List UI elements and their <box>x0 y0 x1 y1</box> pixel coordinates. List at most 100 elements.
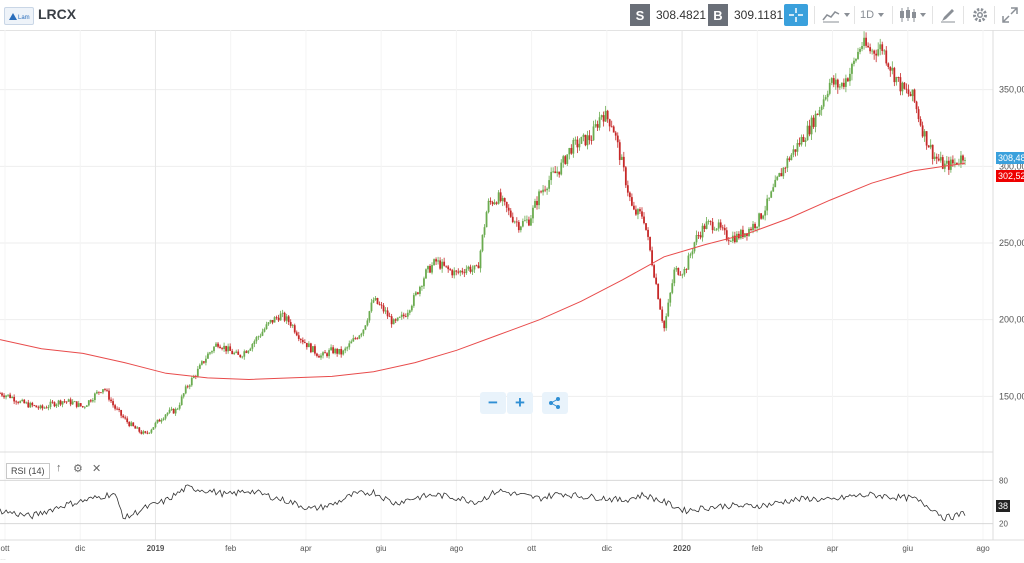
candle <box>211 350 213 355</box>
candle <box>604 105 607 122</box>
candle <box>556 166 559 177</box>
candle <box>396 317 399 322</box>
candle <box>838 83 841 90</box>
buy-price-box[interactable]: B 309.1181 <box>708 4 783 26</box>
x-tick-label: ago <box>450 544 464 553</box>
candle <box>616 132 619 148</box>
move-up-icon[interactable]: ↑ <box>56 462 62 474</box>
candle <box>877 42 880 57</box>
footer-info: … <box>0 556 6 562</box>
candle <box>542 185 544 196</box>
candle <box>540 190 542 194</box>
toolbar-separator <box>892 6 893 24</box>
toolbar-separator <box>814 6 815 24</box>
candle <box>960 151 962 169</box>
remove-indicator-icon[interactable]: ✕ <box>92 463 102 475</box>
expand-button[interactable] <box>1001 6 1019 24</box>
candle <box>17 401 20 405</box>
draw-tools-button[interactable] <box>939 6 957 24</box>
price-chart[interactable]: 350,00 300,00 250,00 200,00 150,00 80 20 ott d… <box>0 30 1024 556</box>
x-tick-label: dic <box>602 544 612 553</box>
candle <box>198 363 201 370</box>
candle <box>907 84 910 97</box>
sell-price-box[interactable]: S 308.4821 <box>630 4 706 26</box>
candle <box>29 401 32 408</box>
candle <box>661 306 664 323</box>
candle <box>847 77 849 82</box>
candle <box>412 292 415 308</box>
candle <box>146 430 149 435</box>
candle <box>445 265 448 268</box>
candle <box>842 78 845 90</box>
candle <box>15 400 18 405</box>
crosshair-button[interactable] <box>784 4 808 26</box>
candle <box>281 309 284 318</box>
candle <box>822 94 825 110</box>
candle <box>9 392 11 399</box>
candle <box>832 75 835 88</box>
candle <box>168 407 171 414</box>
candle <box>935 153 938 165</box>
candle <box>215 341 217 348</box>
candle <box>227 343 230 354</box>
zoom-in-button[interactable]: + <box>507 392 533 414</box>
candle <box>519 225 522 233</box>
candle <box>491 200 494 207</box>
candle <box>138 426 141 434</box>
candle <box>463 268 466 278</box>
candle <box>21 398 24 402</box>
candle <box>911 89 914 102</box>
candle <box>643 212 645 225</box>
candle <box>927 144 930 148</box>
candle <box>209 351 211 356</box>
area-chart-icon <box>822 11 850 23</box>
candle <box>150 428 153 434</box>
candle <box>283 311 286 323</box>
settings-button[interactable] <box>971 6 989 24</box>
candle <box>505 201 508 213</box>
candle <box>796 139 799 156</box>
candle <box>350 339 353 344</box>
rsi-indicator-label[interactable]: RSI (14) <box>6 463 50 479</box>
candle <box>205 355 207 366</box>
candle <box>376 297 379 305</box>
candle <box>156 419 159 424</box>
moving-average-tag: 302,52 <box>996 170 1024 182</box>
candle <box>303 339 306 344</box>
candle <box>792 145 795 158</box>
candle <box>200 360 203 366</box>
y-tick-label: 150,00 <box>999 391 1024 401</box>
candle <box>27 399 30 408</box>
candle <box>857 47 859 60</box>
candle <box>499 188 502 203</box>
share-button[interactable] <box>542 392 568 414</box>
candle <box>112 398 114 408</box>
candle-type-button[interactable] <box>898 6 928 24</box>
candle <box>279 310 282 321</box>
candle <box>834 73 837 90</box>
candle <box>0 391 1 395</box>
candle <box>901 81 904 96</box>
candle <box>257 335 260 340</box>
candle <box>509 208 512 218</box>
rsi-value-tag: 38 <box>996 500 1011 512</box>
candle <box>840 82 843 89</box>
candle <box>873 49 876 60</box>
candle <box>754 222 756 232</box>
candle <box>293 323 296 334</box>
candle <box>915 100 918 114</box>
candle <box>701 223 704 242</box>
candle <box>358 334 361 340</box>
candle <box>849 67 851 86</box>
candle <box>552 167 555 174</box>
candle <box>691 248 694 259</box>
candle <box>889 66 892 77</box>
chart-grid <box>0 30 1024 541</box>
candle <box>134 425 137 429</box>
indicator-settings-icon[interactable]: ⚙ <box>73 463 83 475</box>
candle <box>265 321 268 330</box>
chart-type-button[interactable] <box>822 6 852 24</box>
timeframe-button[interactable]: 1D <box>860 6 886 24</box>
zoom-out-button[interactable]: − <box>480 392 506 414</box>
candle <box>39 404 42 410</box>
